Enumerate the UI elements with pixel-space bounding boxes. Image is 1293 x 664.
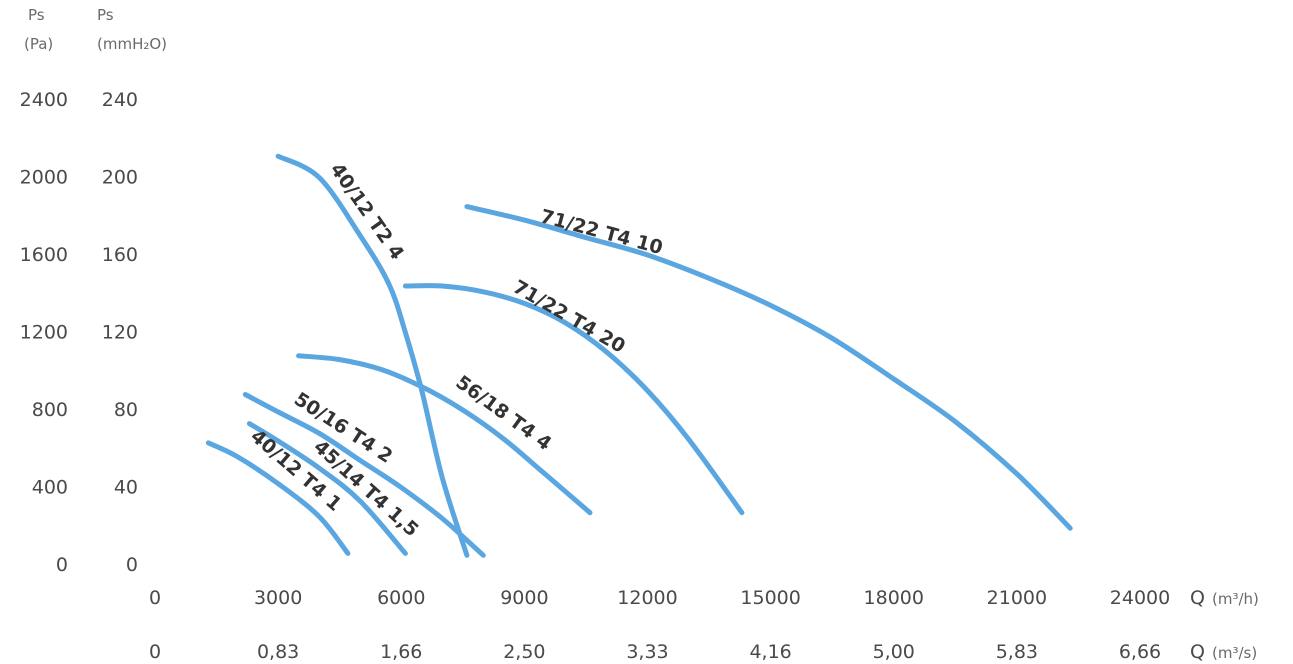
- x-axis-m3h-label: Q: [1190, 587, 1205, 609]
- y-axis-mmh2o-ticks: 0 40 80 120 160 200 240: [102, 89, 138, 576]
- y-axis-pa-ticks: 0 400 800 1200 1600 2000 2400: [20, 89, 68, 576]
- fan-curve: [296, 353, 593, 516]
- x-axis-m3s-ticks: 0 0,83 1,66 2,50 3,33 4,16 5,00 5,83 6,66: [149, 641, 1161, 663]
- fan-curve: [205, 440, 351, 556]
- x-axis-m3h-unit: (m³/h): [1212, 590, 1259, 608]
- x-tick-m3s: 2,50: [503, 641, 545, 663]
- x-tick-m3s: 3,33: [626, 641, 668, 663]
- x-tick-m3s: 4,16: [749, 641, 791, 663]
- x-tick-m3s: 0,83: [257, 641, 299, 663]
- fan-curve-label: 71/22 T4 20: [509, 276, 629, 358]
- x-tick-m3s: 5,83: [996, 641, 1038, 663]
- y-tick-mmh2o: 80: [114, 399, 138, 421]
- y-tick-pa: 1600: [20, 244, 68, 266]
- fan-curve-label: 71/22 T4 10: [538, 205, 665, 259]
- x-tick-m3s: 5,00: [873, 641, 915, 663]
- fan-curve: [242, 392, 486, 558]
- x-tick-m3h: 24000: [1110, 587, 1170, 609]
- y-tick-pa: 1200: [20, 322, 68, 344]
- y-tick-pa: 2400: [20, 89, 68, 111]
- y-axis-pa-header: Ps: [28, 6, 45, 24]
- x-axis-m3s-label: Q: [1190, 641, 1205, 663]
- y-tick-mmh2o: 160: [102, 244, 138, 266]
- x-axis-m3s-unit: (m³/s): [1212, 644, 1257, 662]
- y-tick-pa: 0: [56, 554, 68, 576]
- x-tick-m3h: 0: [149, 587, 161, 609]
- x-tick-m3h: 3000: [254, 587, 302, 609]
- y-tick-mmh2o: 0: [126, 554, 138, 576]
- y-tick-mmh2o: 240: [102, 89, 138, 111]
- x-tick-m3h: 15000: [740, 587, 800, 609]
- y-tick-pa: 400: [32, 477, 68, 499]
- y-tick-mmh2o: 120: [102, 322, 138, 344]
- x-axis-m3h-ticks: 0 3000 6000 9000 12000 15000 18000 21000 24000: [149, 587, 1170, 609]
- x-tick-m3s: 0: [149, 641, 161, 663]
- y-tick-mmh2o: 40: [114, 477, 138, 499]
- y-tick-pa: 2000: [20, 167, 68, 189]
- y-axis-pa-unit: (Pa): [24, 35, 53, 53]
- fan-curves: [205, 153, 1073, 558]
- x-tick-m3h: 21000: [987, 587, 1047, 609]
- x-tick-m3s: 6,66: [1119, 641, 1161, 663]
- x-tick-m3h: 9000: [500, 587, 548, 609]
- x-tick-m3s: 1,66: [380, 641, 422, 663]
- y-tick-pa: 800: [32, 399, 68, 421]
- fan-curve: [402, 283, 745, 516]
- x-tick-m3h: 18000: [864, 587, 924, 609]
- y-axis-mmh2o-header: Ps: [97, 6, 114, 24]
- y-tick-mmh2o: 200: [102, 167, 138, 189]
- fan-curve: [464, 204, 1073, 531]
- x-tick-m3h: 12000: [617, 587, 677, 609]
- fan-curve: [246, 421, 408, 556]
- y-axis-mmh2o-unit: (mmH₂O): [97, 35, 167, 53]
- x-tick-m3h: 6000: [377, 587, 425, 609]
- fan-curve: [275, 153, 470, 558]
